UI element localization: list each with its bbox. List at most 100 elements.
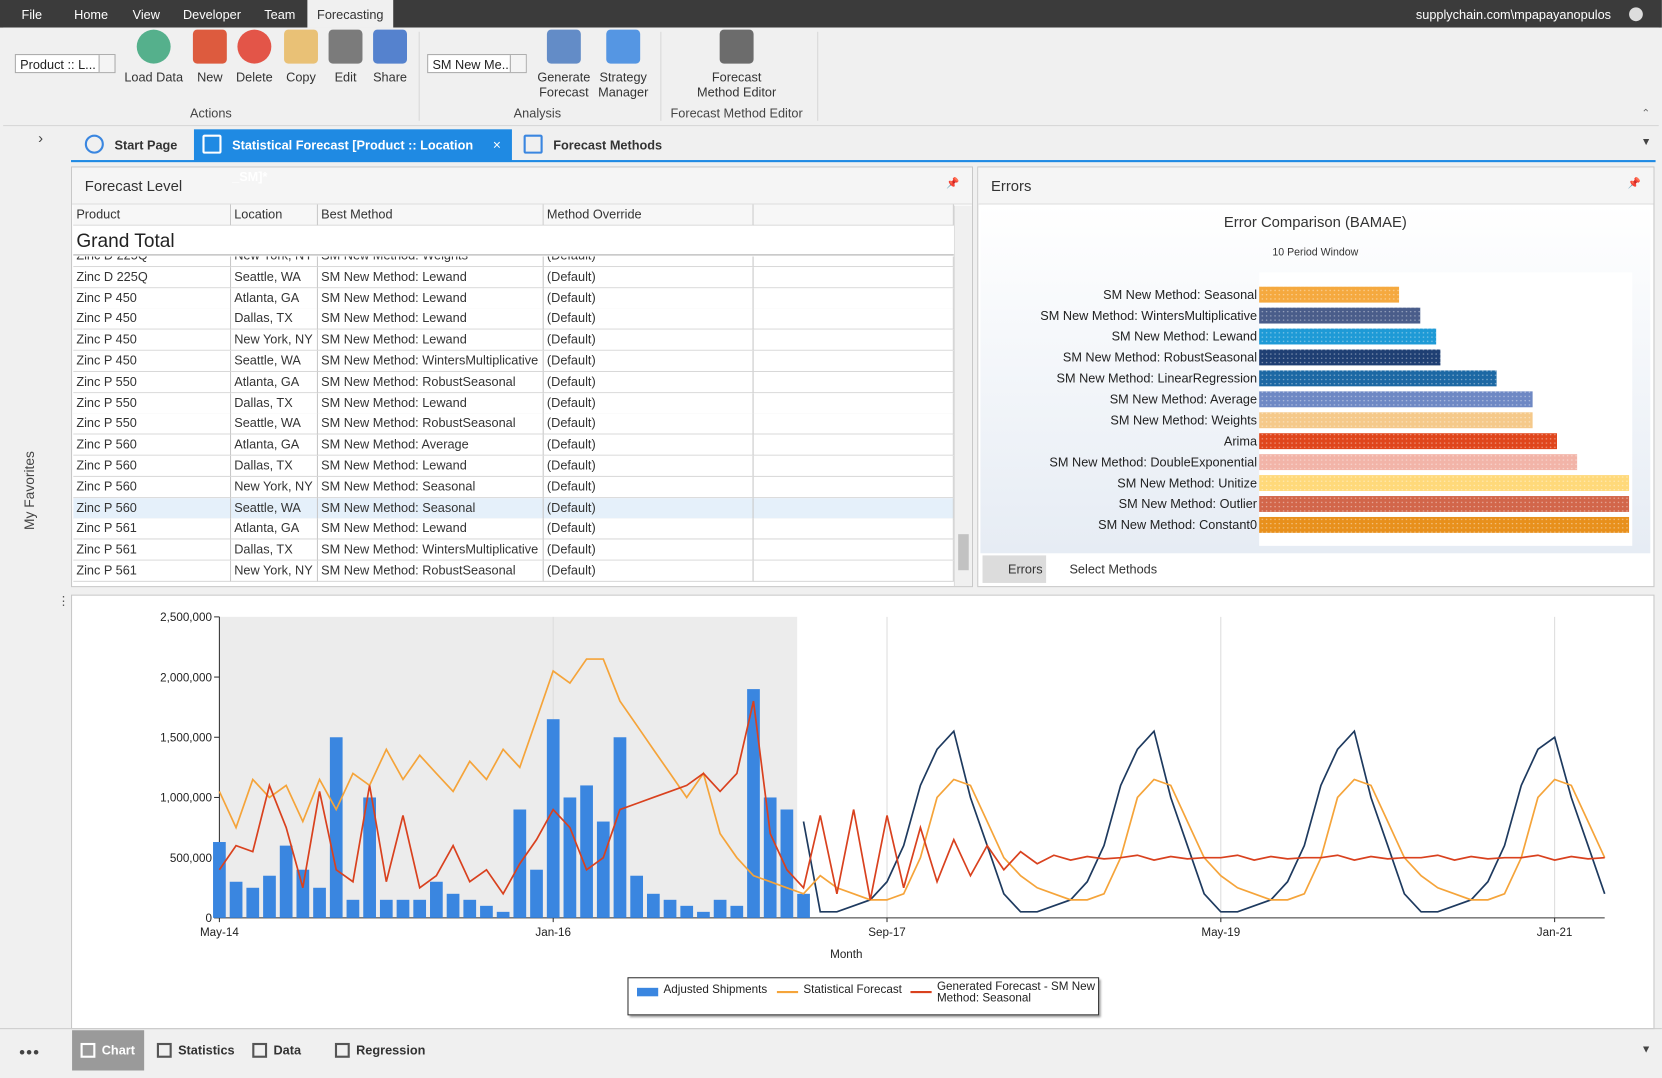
- document-tab[interactable]: Statistical Forecast [Product :: Locatio…: [193, 129, 512, 184]
- scrollbar[interactable]: [953, 205, 972, 587]
- button-icon: [719, 29, 754, 64]
- pin[interactable]: 📌: [1627, 178, 1641, 190]
- separator: [660, 31, 662, 121]
- button-label: Edit: [334, 69, 357, 85]
- menu-tab[interactable]: Forecasting: [307, 0, 394, 28]
- column-header: [753, 204, 954, 226]
- pin[interactable]: 📌: [946, 178, 960, 190]
- table: Product Location Best Method Method Overrid…: [73, 204, 954, 587]
- column-header[interactable]: Best Method: [317, 204, 544, 226]
- group-label: Actions: [190, 105, 232, 121]
- tab-dropdown[interactable]: ▼: [1640, 136, 1652, 149]
- view-tab[interactable]: Regression: [356, 1042, 426, 1058]
- bar-label: SM New Method: WintersMultiplicative: [1040, 308, 1257, 323]
- bar: [697, 911, 710, 918]
- table-row[interactable]: Zinc P 550 Seattle, WA SM New Method: Robu…: [73, 413, 954, 435]
- table-cell: Zinc P 560: [73, 434, 232, 456]
- user-avatar[interactable]: [1629, 7, 1643, 22]
- product-selector[interactable]: Product :: L...: [14, 54, 116, 74]
- expand-sidebar[interactable]: ›: [38, 129, 44, 147]
- bar-label: Arima: [1224, 433, 1258, 448]
- tab-dropdown[interactable]: ▼: [1640, 1044, 1652, 1056]
- view-tab[interactable]: Chart: [72, 1030, 145, 1071]
- table-cell: SM New Method: RobustSeasonal: [317, 371, 544, 394]
- close-tab[interactable]: ×: [492, 136, 501, 153]
- menu-tab[interactable]: Team: [264, 7, 296, 23]
- bar: [263, 875, 276, 918]
- button-label: Forecast Method Editor: [697, 69, 777, 100]
- group-label: Analysis: [513, 105, 562, 121]
- table-row[interactable]: Zinc P 560 Dallas, TX SM New Method: Lewan…: [73, 455, 954, 477]
- splitter-grip[interactable]: ⋮: [57, 593, 70, 609]
- document-tab[interactable]: Forecast Methods: [553, 137, 663, 153]
- table-row[interactable]: Zinc P 561 Atlanta, GA SM New Method: Lewa…: [73, 518, 954, 540]
- table-cell: Zinc P 450: [73, 329, 232, 352]
- table-cell: [753, 371, 954, 394]
- select-methods-subtab[interactable]: Select Methods: [1069, 561, 1158, 577]
- bar-texture: [1259, 475, 1630, 491]
- ribbon-button[interactable]: Share: [355, 29, 425, 85]
- ribbon-button[interactable]: Generate Forecast: [529, 29, 599, 100]
- view-tab[interactable]: Data: [273, 1042, 302, 1058]
- bar: [797, 893, 810, 918]
- table-cell: Zinc P 560: [73, 497, 232, 519]
- menu-tab[interactable]: Developer: [182, 7, 241, 23]
- table-cell: [753, 434, 954, 456]
- table-row[interactable]: Zinc P 560 Atlanta, GA SM New Method: Aver…: [73, 434, 954, 456]
- user-name[interactable]: supplychain.com\mpapayanopulos: [1415, 7, 1612, 23]
- chart-title: Error Comparison (BAMAE): [1224, 215, 1407, 231]
- table-cell: Atlanta, GA: [231, 287, 318, 310]
- ribbon-button[interactable]: Forecast Method Editor: [684, 29, 790, 100]
- table-cell: Seattle, WA: [231, 266, 318, 289]
- button-icon: [237, 29, 272, 64]
- column-header[interactable]: Product: [73, 204, 232, 226]
- scroll-thumb[interactable]: [958, 534, 969, 571]
- table-row[interactable]: Zinc P 450 New York, NY SM New Method: Lew…: [73, 329, 954, 352]
- ribbon-button[interactable]: Copy: [266, 29, 336, 85]
- table-cell: New York, NY: [231, 476, 318, 498]
- sidebar-label[interactable]: My Favorites: [21, 451, 38, 530]
- more-button[interactable]: •••: [19, 1044, 41, 1063]
- bar: [580, 785, 593, 918]
- table-row[interactable]: Zinc P 550 Dallas, TX SM New Method: Lewan…: [73, 392, 954, 414]
- menu-tab[interactable]: Home: [74, 7, 109, 23]
- bar-label: SM New Method: RobustSeasonal: [1063, 350, 1257, 365]
- table-cell: SM New Method: Seasonal: [317, 497, 544, 519]
- ribbon-button[interactable]: New: [175, 29, 245, 85]
- table-row[interactable]: Zinc P 550 Atlanta, GA SM New Method: Robu…: [73, 371, 954, 394]
- table-row[interactable]: Zinc P 450 Seattle, WA SM New Method: Wint…: [73, 350, 954, 373]
- menu-bar: [0, 0, 1662, 28]
- table-row[interactable]: Zinc P 561 New York, NY SM New Method: Rob…: [73, 560, 954, 582]
- table-cell: (Default): [543, 476, 754, 498]
- view-tab[interactable]: Statistics: [178, 1042, 235, 1058]
- table-cell: (Default): [543, 434, 754, 456]
- table-row[interactable]: Zinc P 560 New York, NY SM New Method: Sea…: [73, 476, 954, 498]
- ribbon-button[interactable]: Delete: [219, 29, 289, 85]
- y-tick-label: 2,000,000: [160, 671, 212, 684]
- bar: [279, 845, 293, 918]
- table-row[interactable]: Zinc P 450 Dallas, TX SM New Method: Lewan…: [73, 308, 954, 331]
- collapse-ribbon[interactable]: ⌃: [1641, 108, 1651, 120]
- ribbon-button[interactable]: Strategy Manager: [588, 29, 658, 100]
- menu-tab[interactable]: File: [21, 7, 43, 23]
- table-row[interactable]: Zinc D 225Q Seattle, WA SM New Method: Lew…: [73, 266, 954, 289]
- table-row[interactable]: Zinc P 561 Dallas, TX SM New Method: Winte…: [73, 539, 954, 561]
- method-selector[interactable]: SM New Me...: [427, 54, 527, 74]
- history-region: [219, 616, 798, 918]
- column-header[interactable]: Location: [231, 204, 318, 226]
- legend-swatch: [910, 991, 932, 994]
- errors-subtab[interactable]: Errors: [982, 555, 1047, 583]
- x-axis-label: Month: [830, 948, 862, 961]
- button-icon: [373, 29, 408, 64]
- document-tab[interactable]: Start Page: [114, 137, 178, 153]
- menu-tab[interactable]: View: [132, 7, 160, 23]
- table-row[interactable]: Zinc P 560 Seattle, WA SM New Method: Seas…: [73, 497, 954, 519]
- column-header[interactable]: Method Override: [543, 204, 754, 226]
- button-icon: [284, 29, 318, 64]
- ribbon-button[interactable]: Load Data: [119, 29, 189, 85]
- bar: [329, 737, 343, 918]
- ribbon-button[interactable]: Edit: [311, 29, 381, 85]
- table-cell: [753, 560, 954, 582]
- table-row[interactable]: Zinc P 450 Atlanta, GA SM New Method: Lewa…: [73, 287, 954, 310]
